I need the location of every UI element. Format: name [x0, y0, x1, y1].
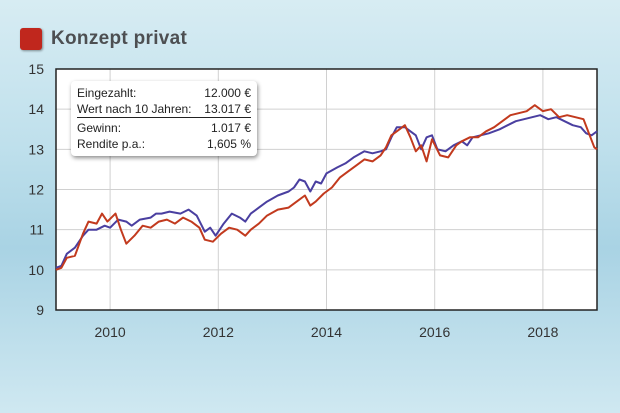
x-tick-label: 2012: [203, 324, 234, 340]
y-tick-label: 15: [28, 61, 44, 77]
summary-label: Eingezahlt:: [77, 86, 137, 100]
summary-value: 12.000 €: [204, 86, 251, 100]
summary-row-gain: Gewinn: 1.017 €: [77, 120, 251, 136]
x-tick-label: 2018: [527, 324, 558, 340]
summary-row-value: Wert nach 10 Jahren: 13.017 €: [77, 101, 251, 118]
y-tick-label: 11: [29, 222, 44, 238]
summary-label: Rendite p.a.:: [77, 137, 146, 151]
summary-label: Wert nach 10 Jahren:: [77, 102, 192, 116]
y-tick-label: 10: [28, 262, 44, 278]
summary-label: Gewinn:: [77, 121, 122, 135]
x-tick-label: 2010: [95, 324, 126, 340]
summary-row-return: Rendite p.a.: 1,605 %: [77, 136, 251, 152]
summary-row-paid: Eingezahlt: 12.000 €: [77, 85, 251, 101]
y-tick-label: 12: [28, 182, 44, 198]
summary-value: 1,605 %: [206, 137, 251, 151]
page-title: Konzept privat: [51, 28, 188, 49]
x-tick-label: 2014: [311, 324, 342, 340]
plot-frame: [55, 68, 598, 311]
y-tick-label: 9: [36, 302, 44, 318]
header: Konzept privat: [20, 28, 187, 50]
x-tick-label: 2016: [419, 324, 450, 340]
title-square-icon: [20, 28, 42, 50]
series-line-2: [55, 104, 598, 271]
series-line-1: [55, 114, 598, 269]
summary-value: 1.017 €: [210, 121, 251, 135]
summary-value: 13.017 €: [204, 102, 251, 116]
summary-box: Eingezahlt: 12.000 € Wert nach 10 Jahren…: [71, 81, 257, 156]
y-tick-label: 13: [28, 141, 44, 157]
y-tick-label: 14: [28, 101, 44, 117]
